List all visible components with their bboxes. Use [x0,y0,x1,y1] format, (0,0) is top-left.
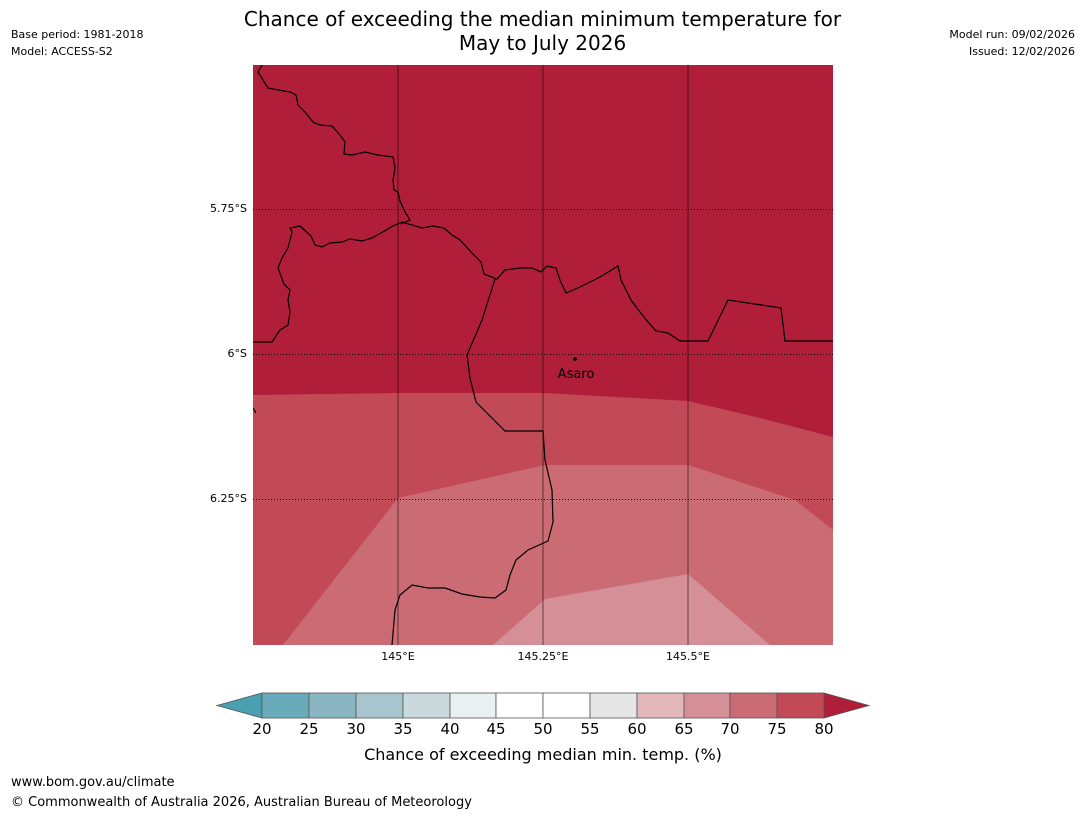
boundaries [253,65,833,645]
cbar-tick-65: 65 [674,720,694,738]
colorbar-segment-50-55 [542,692,591,719]
cbar-tick-40: 40 [440,720,460,738]
base-period: Base period: 1981-2018 [11,28,144,41]
colorbar-segment-20-25 [261,692,310,719]
map-title: Chance of exceeding the median minimum t… [0,7,1085,55]
cbar-tick-45: 45 [486,720,506,738]
colorbar-high-arrow [823,692,871,719]
title-line-1: Chance of exceeding the median minimum t… [243,7,842,31]
cbar-tick-70: 70 [720,720,740,738]
colorbar-low-arrow [215,692,263,719]
asaro-marker [573,357,577,361]
model-name: Model: ACCESS-S2 [11,45,113,58]
lon-label-145-25: 145.25°E [517,650,569,663]
colorbar-segment-55-60 [589,692,638,719]
cbar-tick-25: 25 [299,720,319,738]
lon-label-145-5: 145.5°E [666,650,710,663]
cbar-tick-50: 50 [533,720,553,738]
lat-label-6: 6°S [227,347,247,360]
meta-left: Base period: 1981-2018 Model: ACCESS-S2 [11,26,143,60]
colorbar-segment-75-80 [776,692,825,719]
colorbar-segment-30-35 [355,692,404,719]
cbar-tick-20: 20 [252,720,272,738]
colorbar-segment-70-75 [729,692,778,719]
lon-label-145: 145°E [381,650,415,663]
cbar-tick-80: 80 [814,720,834,738]
cbar-tick-75: 75 [767,720,787,738]
cbar-tick-55: 55 [580,720,600,738]
colorbar-segment-35-40 [402,692,451,719]
model-run: Model run: 09/02/2026 [949,28,1075,41]
cbar-tick-60: 60 [627,720,647,738]
lat-label-6-25: 6.25°S [210,492,247,505]
colorbar-title: Chance of exceeding median min. temp. (%… [364,745,722,764]
title-line-2: May to July 2026 [458,31,627,55]
colorbar [215,692,871,719]
colorbar-segment-45-50 [495,692,544,719]
parallels [253,209,833,500]
cbar-tick-35: 35 [393,720,413,738]
meta-right: Model run: 09/02/2026 Issued: 12/02/2026 [949,26,1075,60]
asaro-label: Asaro [558,367,595,382]
colorbar-segment-65-70 [683,692,731,719]
colorbar-segment-25-30 [308,692,357,719]
colorbar-segment-60-65 [636,692,685,719]
issued-date: Issued: 12/02/2026 [968,45,1075,58]
band-65-70 [493,574,770,645]
lat-label-5-75: 5.75°S [210,202,247,215]
cbar-tick-30: 30 [346,720,366,738]
colorbar-segment-40-45 [449,692,497,719]
footer-copyright: © Commonwealth of Australia 2026, Austra… [11,795,472,810]
footer-url[interactable]: www.bom.gov.au/climate [11,775,175,790]
